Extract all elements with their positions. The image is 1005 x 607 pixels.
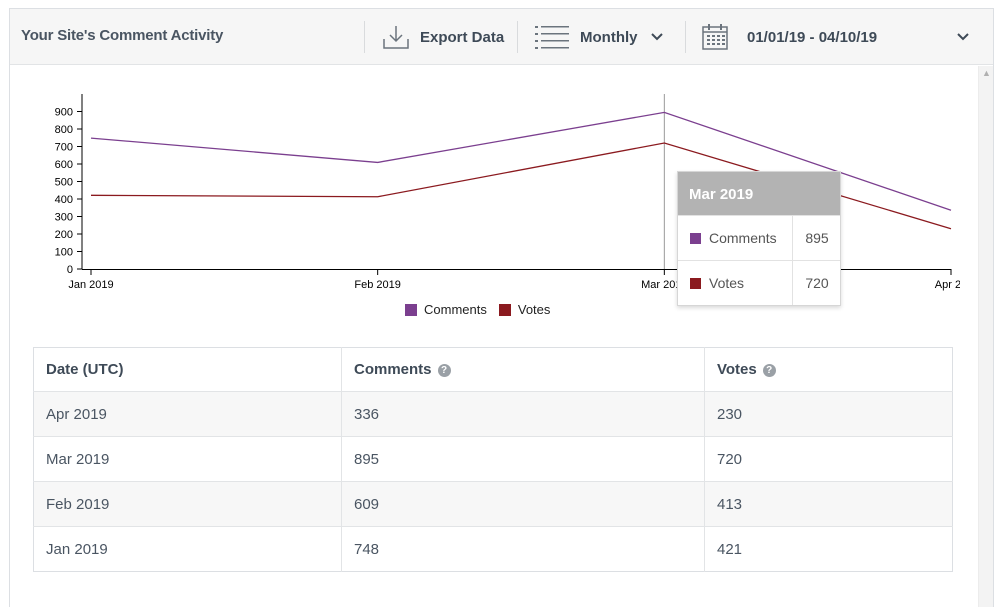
- y-tick-label: 400: [55, 194, 73, 206]
- cell-date: Feb 2019: [33, 481, 342, 527]
- cell-comments: 609: [341, 481, 705, 527]
- list-icon: [535, 23, 569, 51]
- tooltip-row-comments: Comments 895: [678, 215, 840, 260]
- tooltip-value-comments: 895: [805, 230, 829, 246]
- help-icon[interactable]: ?: [437, 364, 451, 377]
- y-tick-label: 700: [55, 142, 73, 154]
- calendar-icon: [702, 23, 728, 51]
- y-tick-label: 100: [55, 247, 73, 259]
- cell-comments: 895: [341, 436, 705, 482]
- help-icon[interactable]: ?: [762, 364, 776, 377]
- x-tick-label: Mar 2019: [641, 279, 687, 291]
- y-tick-label: 200: [55, 229, 73, 241]
- tooltip-value-votes: 720: [805, 275, 829, 291]
- legend-entry-comments[interactable]: Comments: [405, 302, 487, 317]
- cell-votes: 413: [704, 481, 953, 527]
- chart-legend: Comments Votes: [405, 302, 562, 317]
- tooltip-swatch-comments: [690, 232, 701, 244]
- toolbar: Your Site's Comment Activity Export Data: [10, 9, 993, 65]
- date-range-label: 01/01/19 - 04/10/19: [747, 28, 878, 46]
- interval-dropdown[interactable]: Monthly: [535, 9, 664, 65]
- export-data-button[interactable]: Export Data: [382, 9, 504, 65]
- y-tick-label: 300: [55, 212, 73, 224]
- toolbar-divider: [685, 21, 686, 53]
- cell-date: Jan 2019: [33, 526, 342, 572]
- cell-date: Mar 2019: [33, 436, 342, 482]
- cell-comments: 748: [341, 526, 705, 572]
- scroll-up-arrow-icon[interactable]: ▲: [982, 68, 991, 78]
- legend-entry-votes[interactable]: Votes: [498, 302, 551, 317]
- chevron-down-icon: [650, 32, 664, 42]
- x-tick-label: Feb 2019: [354, 279, 400, 291]
- tooltip-swatch-votes: [690, 277, 701, 289]
- column-header-date[interactable]: Date (UTC): [33, 347, 342, 392]
- cell-votes: 230: [704, 391, 953, 437]
- table-row: Jan 2019 748 421: [33, 526, 953, 572]
- chart-tooltip: Mar 2019 Comments 895 Votes 720: [677, 171, 841, 306]
- x-tick-label: Apr 20: [935, 279, 960, 291]
- toolbar-divider: [364, 21, 365, 53]
- y-tick-label: 0: [67, 264, 73, 276]
- legend-swatch-votes: [498, 303, 511, 316]
- tooltip-label-comments: Comments: [709, 230, 777, 246]
- comment-activity-chart: 0 100 200 300 400 500 600 700 800 900 Jan 2019 Feb …: [55, 94, 960, 291]
- y-tick-label: 900: [55, 107, 73, 119]
- date-range-picker[interactable]: 01/01/19 - 04/10/19: [702, 9, 877, 65]
- interval-label: Monthly: [580, 28, 638, 46]
- series-line-comments: [90, 111, 952, 211]
- panel-title: Your Site's Comment Activity: [21, 27, 224, 44]
- column-header-comments[interactable]: Comments?: [341, 347, 705, 392]
- y-tick-label: 600: [55, 159, 73, 171]
- column-header-votes[interactable]: Votes?: [704, 347, 953, 392]
- y-tick-label: 800: [55, 124, 73, 136]
- y-tick-label: 500: [55, 177, 73, 189]
- tooltip-title: Mar 2019: [678, 172, 840, 215]
- legend-label-votes: Votes: [517, 302, 551, 317]
- cell-votes: 720: [704, 436, 953, 482]
- table-row: Apr 2019 336 230: [33, 391, 953, 437]
- download-icon: [382, 23, 410, 51]
- toolbar-divider: [517, 21, 518, 53]
- table-row: Feb 2019 609 413: [33, 481, 953, 527]
- tooltip-label-votes: Votes: [709, 275, 745, 291]
- panel-collapse-chevron-icon[interactable]: [956, 29, 970, 47]
- cell-comments: 336: [341, 391, 705, 437]
- activity-table: Date (UTC) Comments? Votes? Apr 2019 336…: [33, 347, 953, 572]
- tooltip-row-votes: Votes 720: [678, 260, 840, 305]
- table-row: Mar 2019 895 720: [33, 436, 953, 482]
- table-header-row: Date (UTC) Comments? Votes?: [33, 347, 953, 392]
- cell-votes: 421: [717, 540, 743, 558]
- legend-label-comments: Comments: [424, 302, 487, 317]
- export-data-label: Export Data: [420, 28, 505, 46]
- vertical-scrollbar[interactable]: ▲: [978, 66, 993, 607]
- legend-swatch-comments: [405, 303, 417, 316]
- x-tick-label: Jan 2019: [68, 279, 113, 291]
- cell-date: Apr 2019: [33, 391, 342, 437]
